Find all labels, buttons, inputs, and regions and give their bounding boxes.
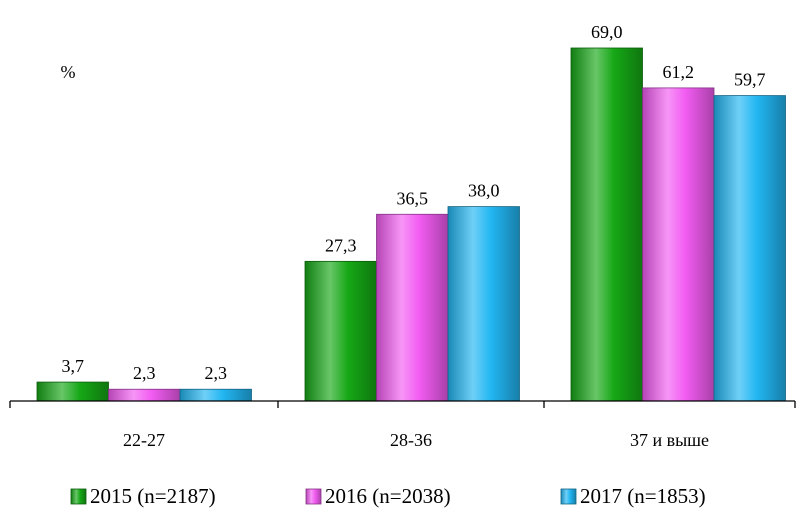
value-label-2017-28-36: 38,0 [468, 181, 500, 201]
legend-label: 2017 (n=1853) [580, 484, 706, 508]
category-labels-layer: 22-27 28-36 37 и выше [123, 430, 709, 450]
value-label-2016-37-и-выше: 61,2 [663, 62, 695, 82]
value-label-2015-28-36: 27,3 [325, 235, 357, 255]
bars-layer [36, 47, 786, 402]
value-labels-layer: 3,7 2,3 2,3 27,3 36,5 38,0 69,0 61,2 59,7 [62, 22, 766, 383]
legend-item-2017: 2017 (n=1853) [560, 484, 706, 508]
category-label-22-27: 22-27 [123, 430, 165, 450]
bar-2016-37-и-выше [642, 87, 715, 402]
y-unit-label: % [61, 62, 76, 82]
value-label-2017-37-и-выше: 59,7 [734, 70, 766, 90]
category-label-37-и-выше: 37 и выше [630, 430, 709, 450]
bar-2015-22-27 [36, 381, 109, 402]
legend-label: 2015 (n=2187) [90, 484, 216, 508]
x-ticks-layer [9, 401, 796, 408]
bar-2017-37-и-выше [713, 95, 786, 402]
legend: 2015 (n=2187) 2016 (n=2038) 2017 (n=1853) [70, 484, 706, 508]
bar-2016-28-36 [376, 213, 449, 402]
legend-item-2015: 2015 (n=2187) [70, 484, 216, 508]
bar-2017-22-27 [179, 388, 252, 402]
category-label-28-36: 28-36 [390, 430, 432, 450]
value-label-2016-22-27: 2,3 [133, 363, 156, 383]
value-label-2015-22-27: 3,7 [62, 356, 85, 376]
value-label-2016-28-36: 36,5 [397, 188, 429, 208]
legend-swatch [560, 488, 577, 505]
value-label-2015-37-и-выше: 69,0 [591, 22, 623, 42]
legend-swatch [305, 488, 322, 505]
bar-2016-22-27 [108, 388, 181, 402]
bar-2017-28-36 [447, 206, 520, 402]
value-label-2017-22-27: 2,3 [205, 363, 228, 383]
legend-swatch [70, 488, 87, 505]
bar-2015-37-и-выше [570, 47, 643, 402]
legend-label: 2016 (n=2038) [325, 484, 451, 508]
bar-2015-28-36 [304, 260, 377, 402]
legend-item-2016: 2016 (n=2038) [305, 484, 451, 508]
